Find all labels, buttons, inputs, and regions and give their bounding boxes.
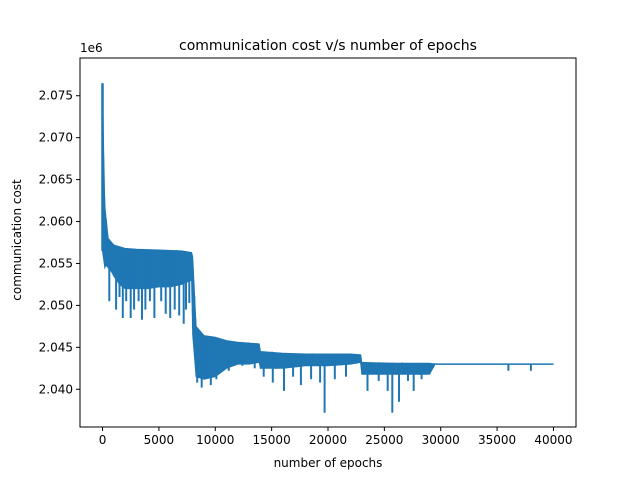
x-tick-label: 40000 [534,433,572,447]
chart-title: communication cost v/s number of epochs [179,38,477,54]
x-tick-label: 10000 [196,433,234,447]
y-tick-label: 2.060 [39,215,73,229]
y-tick-label: 2.070 [39,131,73,145]
y-tick-label: 2.065 [39,173,73,187]
series-band [102,83,554,380]
series-comm-cost [101,83,554,413]
y-offset-text: 1e6 [80,41,103,55]
axes-layer: 0 5000 10000 15000 20000 25000 30000 35000 40000… [39,57,577,447]
x-tick-label: 0 [99,433,107,447]
x-tick-label: 15000 [253,433,291,447]
y-tick-label: 2.055 [39,256,73,270]
x-tick-label: 20000 [309,433,347,447]
x-tick-label: 35000 [478,433,516,447]
x-tick-label: 5000 [144,433,175,447]
y-tick-label: 2.050 [39,298,73,312]
series-layer [101,83,554,413]
x-tick-label: 30000 [422,433,460,447]
plot-frame [79,57,577,428]
y-tick-label: 2.045 [39,340,73,354]
y-axis-label: communication cost [10,179,24,301]
y-tick-label: 2.040 [39,382,73,396]
y-tick-label: 2.075 [39,89,73,103]
x-axis-label: number of epochs [274,456,383,470]
x-tick-label: 25000 [365,433,403,447]
